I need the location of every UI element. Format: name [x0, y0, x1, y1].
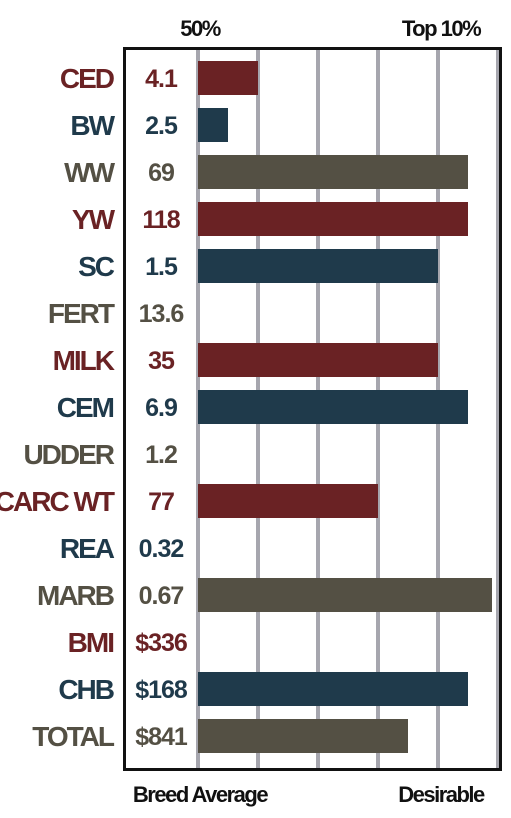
bar-sc — [198, 249, 438, 283]
value-label-ced: 4.1 — [145, 65, 178, 93]
bar-chb — [198, 672, 468, 706]
top-label-50-percent: 50% — [180, 16, 220, 41]
trait-label-bw: BW — [70, 110, 115, 141]
trait-label-chb: CHB — [58, 674, 113, 705]
trait-label-rea: REA — [60, 533, 115, 564]
value-label-bmi: $336 — [135, 629, 187, 657]
trait-label-udder: UDDER — [23, 439, 114, 470]
trait-label-fert: FERT — [48, 298, 115, 329]
trait-label-total: TOTAL — [32, 721, 115, 752]
labels: CED 4.1 BW 2.5 WW 69 YW 118 SC 1.5 FERT 13.6 MILK 35 C… — [0, 63, 189, 752]
trait-label-sc: SC — [78, 251, 115, 282]
bar-cem — [198, 390, 468, 424]
value-label-chb: $168 — [135, 676, 188, 704]
bar-yw — [198, 202, 468, 236]
trait-label-milk: MILK — [53, 345, 115, 376]
value-label-total: $841 — [135, 723, 188, 751]
bar-marb — [198, 578, 492, 612]
chart-frame — [123, 47, 502, 771]
value-label-bw: 2.5 — [145, 112, 178, 140]
bar-ww — [198, 155, 468, 189]
bar-ced — [198, 61, 258, 95]
trait-label-ww: WW — [64, 157, 115, 188]
bars — [198, 61, 492, 753]
bar-bw — [198, 108, 228, 142]
value-label-yw: 118 — [142, 206, 180, 234]
value-label-milk: 35 — [148, 347, 175, 375]
trait-label-yw: YW — [72, 204, 116, 235]
value-label-sc: 1.5 — [145, 253, 178, 281]
value-label-ww: 69 — [148, 159, 174, 187]
trait-label-carc-wt: CARC WT — [0, 486, 115, 517]
value-label-cem: 6.9 — [145, 394, 177, 422]
bottom-label-breed-average: Breed Average — [133, 782, 268, 807]
bar-carc-wt — [198, 484, 378, 518]
value-label-udder: 1.2 — [145, 441, 177, 469]
value-label-carc-wt: 77 — [148, 488, 174, 516]
bar-milk — [198, 343, 438, 377]
trait-label-ced: CED — [60, 63, 115, 94]
top-label-top-10-percent: Top 10% — [402, 16, 481, 41]
trait-label-marb: MARB — [37, 580, 114, 611]
value-label-marb: 0.67 — [139, 582, 184, 610]
bar-total — [198, 719, 408, 753]
trait-label-cem: CEM — [57, 392, 114, 423]
value-label-rea: 0.32 — [139, 535, 184, 563]
value-label-fert: 13.6 — [139, 300, 184, 328]
bottom-label-desirable: Desirable — [398, 782, 485, 807]
trait-label-bmi: BMI — [68, 627, 114, 658]
